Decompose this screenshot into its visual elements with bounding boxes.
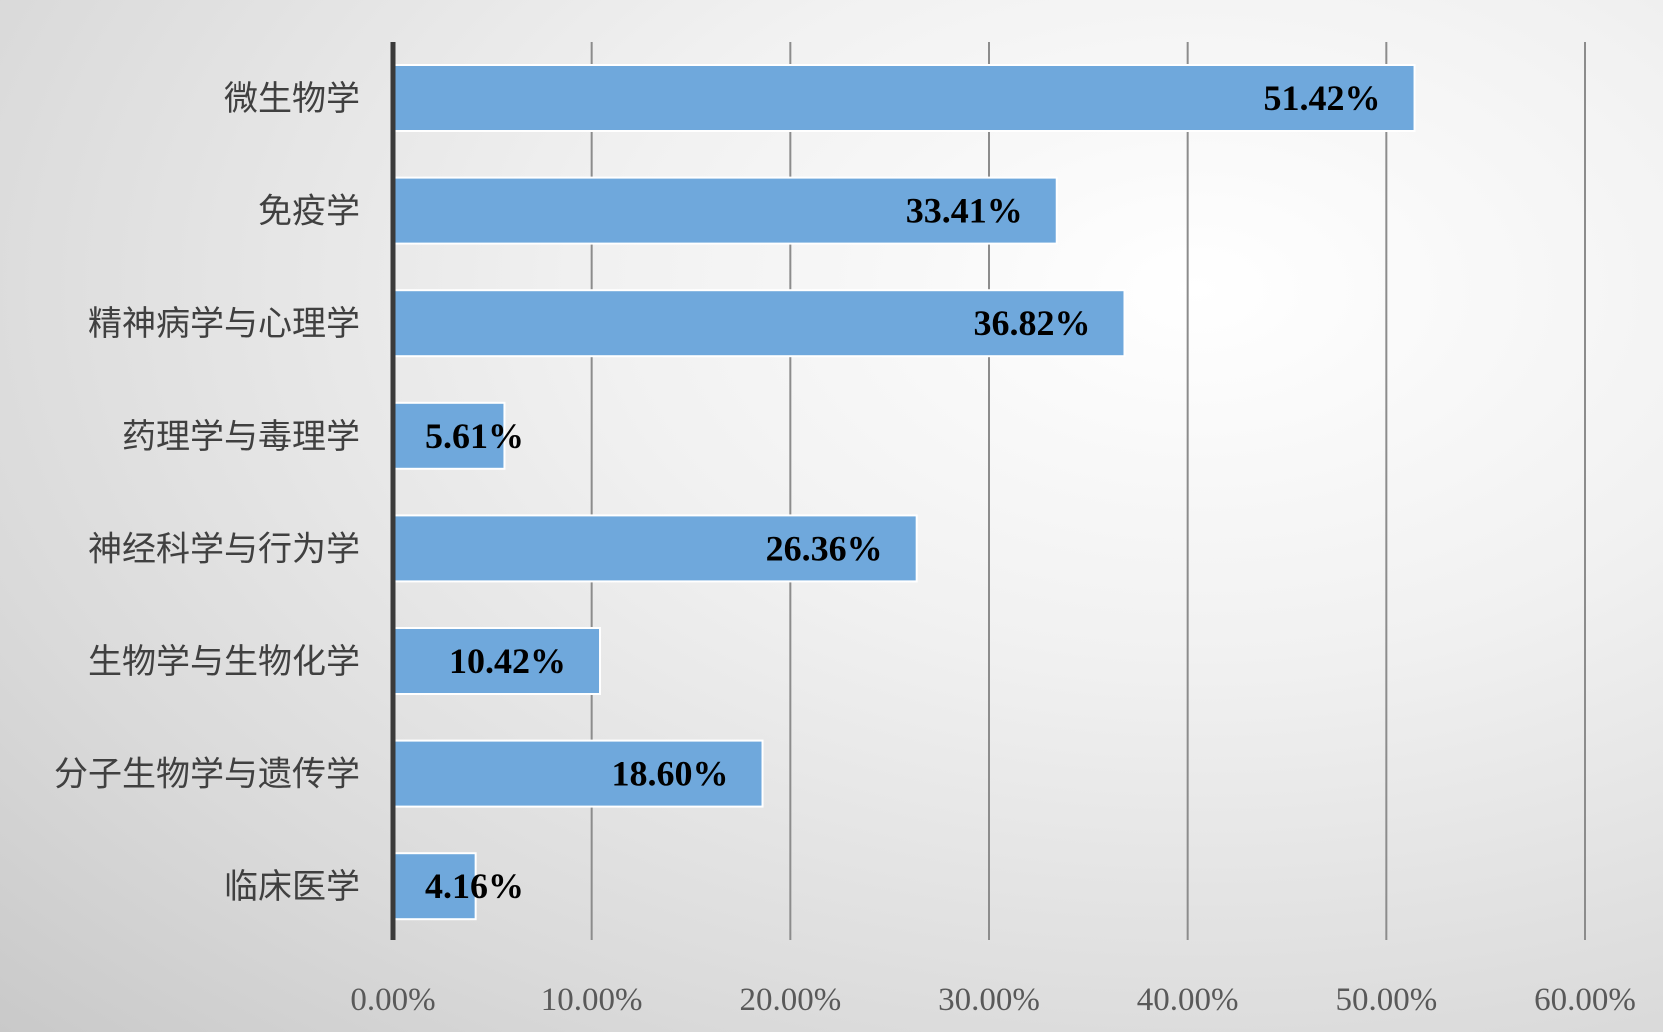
data-label: 51.42% [1264, 78, 1381, 118]
category-label: 神经科学与行为学 [88, 529, 360, 569]
bar [392, 739, 764, 808]
category-label: 临床医学 [224, 867, 360, 907]
bar [392, 514, 918, 583]
x-tick-label: 10.00% [541, 982, 643, 1018]
x-tick-label: 40.00% [1137, 982, 1239, 1018]
data-label: 33.41% [906, 191, 1023, 231]
category-label: 免疫学 [258, 192, 360, 232]
x-tick-label: 60.00% [1534, 982, 1636, 1018]
data-label: 36.82% [973, 303, 1090, 343]
x-tick-label: 30.00% [938, 982, 1040, 1018]
bar [392, 852, 477, 921]
data-label: 10.42% [449, 641, 566, 681]
data-label: 18.60% [612, 754, 729, 794]
category-label: 药理学与毒理学 [122, 417, 360, 457]
category-label: 分子生物学与遗传学 [54, 755, 360, 795]
bar [392, 627, 602, 695]
category-label: 生物学与生物化学 [88, 642, 360, 682]
bar [392, 401, 506, 470]
x-tick-label: 50.00% [1335, 982, 1437, 1018]
bar [392, 64, 1416, 132]
category-label: 精神病学与心理学 [88, 304, 360, 344]
x-tick-label: 20.00% [739, 982, 841, 1018]
data-label: 26.36% [766, 528, 883, 568]
x-tick-label: 0.00% [350, 982, 435, 1018]
data-label: 4.16% [425, 866, 524, 906]
data-label: 5.61% [425, 416, 524, 456]
category-label: 微生物学 [224, 79, 360, 119]
bar [392, 176, 1058, 245]
